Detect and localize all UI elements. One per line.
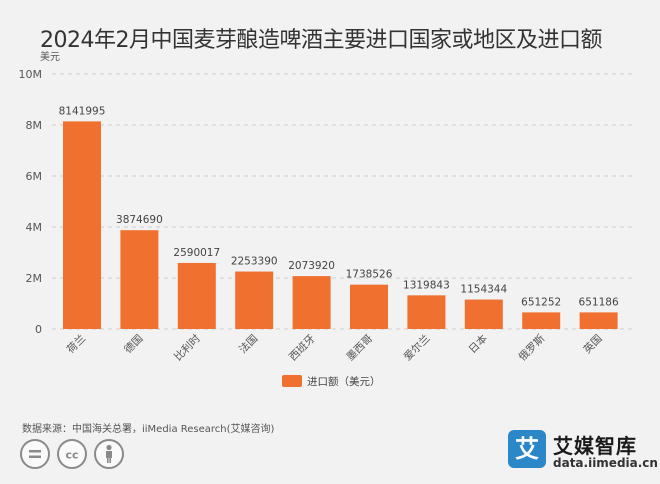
- bar: [407, 295, 446, 329]
- bar: [522, 312, 561, 329]
- bar: [579, 312, 618, 329]
- x-tick-label: 日本: [466, 332, 490, 356]
- x-tick-label: 德国: [121, 332, 145, 356]
- x-tick-label: 荷兰: [64, 332, 88, 356]
- data-label: 1319843: [403, 279, 450, 291]
- data-label: 1738526: [346, 269, 393, 281]
- chart-title: 2024年2月中国麦芽酿造啤酒主要进口国家或地区及进口额: [40, 28, 603, 53]
- x-tick-label: 西班牙: [287, 333, 318, 364]
- bar: [350, 284, 388, 329]
- bar: [292, 276, 331, 329]
- bar: [120, 230, 159, 329]
- data-label: 1154344: [460, 284, 507, 296]
- bar-chart: 美元 0 2M 4M 6M 8M 10M 8141995 荷兰 3874690 德国 2590017 比…: [19, 50, 632, 388]
- data-label: 2073920: [288, 260, 335, 272]
- bar: [177, 262, 216, 329]
- x-tick-label: 俄罗斯: [516, 332, 548, 364]
- legend-label: 进口额（美元）: [307, 375, 381, 388]
- y-tick-label: 0: [35, 323, 42, 336]
- data-label: 8141995: [59, 105, 106, 117]
- brand-url: data.iimedia.cn: [553, 456, 658, 470]
- legend-swatch: [282, 375, 302, 387]
- y-tick-label: 10M: [19, 68, 43, 81]
- data-label: 651252: [521, 296, 561, 308]
- data-label: 2253390: [231, 256, 278, 268]
- cc-icon: cc: [57, 439, 87, 469]
- brand-name: 艾媒智库: [553, 434, 637, 458]
- y-tick-label: 2M: [26, 272, 43, 285]
- brand-block: 艾 艾媒智库 data.iimedia.cn: [508, 430, 658, 474]
- x-tick-label: 法国: [236, 332, 260, 356]
- bar: [464, 299, 503, 329]
- data-label: 651186: [579, 296, 619, 308]
- x-tick-label: 英国: [581, 332, 605, 356]
- x-tick-label: 墨西哥: [344, 333, 375, 364]
- bar: [63, 121, 101, 330]
- data-label: 3874690: [116, 214, 163, 226]
- y-axis-unit: 美元: [40, 50, 60, 63]
- x-tick-label: 比利时: [171, 332, 203, 364]
- y-tick-label: 6M: [26, 170, 43, 183]
- cc-by-icon: [94, 439, 124, 469]
- x-tick-label: 爱尔兰: [401, 332, 432, 363]
- brand-logo-icon: 艾: [508, 430, 546, 468]
- y-tick-label: 8M: [26, 119, 43, 132]
- y-tick-label: 4M: [26, 221, 43, 234]
- bar: [235, 271, 274, 329]
- data-label: 2590017: [173, 247, 220, 259]
- data-source: 数据来源：中国海关总署，iiMedia Research(艾媒咨询): [22, 424, 275, 435]
- svg-text:cc: cc: [65, 449, 78, 462]
- cc-equal-icon: [20, 439, 50, 469]
